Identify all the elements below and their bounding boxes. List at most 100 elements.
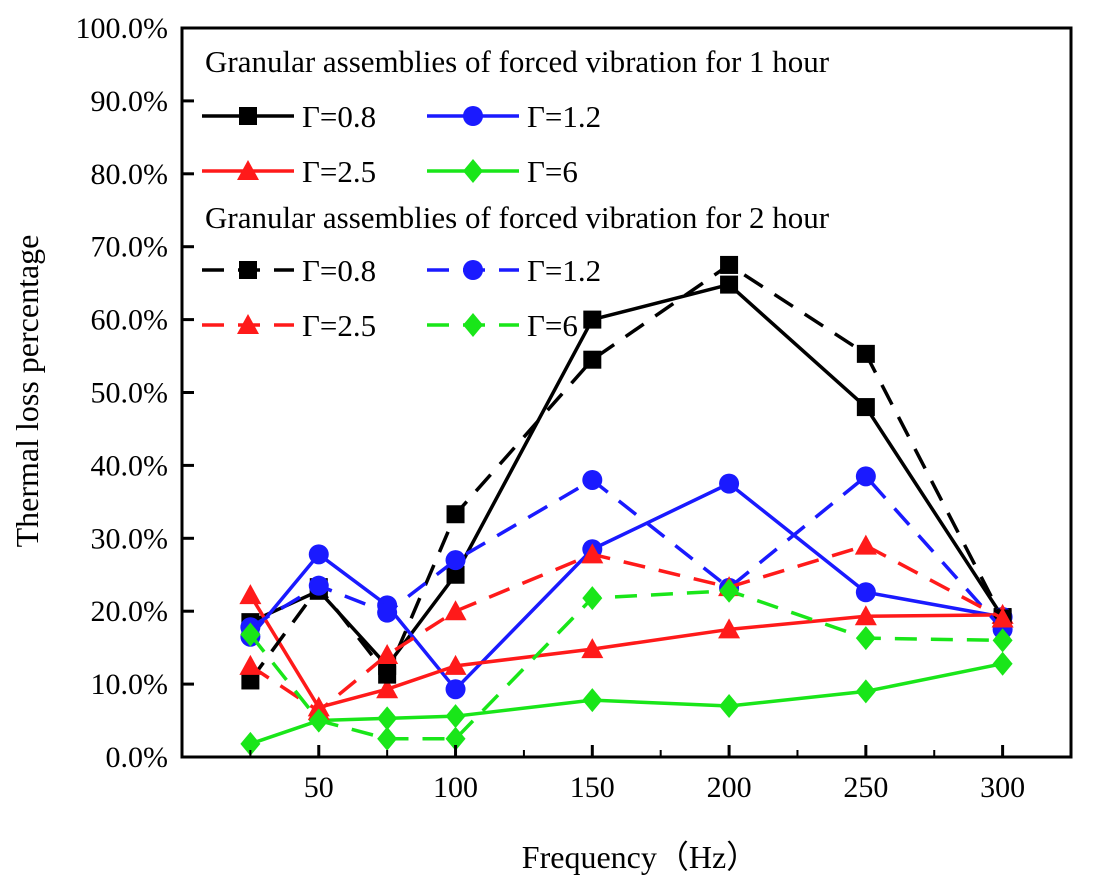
data-point xyxy=(376,643,399,664)
data-point xyxy=(581,543,604,564)
data-point xyxy=(445,550,466,571)
legend: Granular assemblies of forced vibration … xyxy=(202,44,830,343)
series-1h-2 xyxy=(239,584,1014,717)
data-point xyxy=(719,693,740,718)
data-point xyxy=(446,505,465,524)
x-tick-label: 50 xyxy=(304,771,334,804)
series-line xyxy=(248,594,1003,710)
data-point xyxy=(991,607,1014,628)
data-point xyxy=(583,310,602,329)
y-tick-label: 0.0% xyxy=(106,741,169,774)
data-point xyxy=(445,679,466,700)
y-tick-label: 40.0% xyxy=(91,449,169,482)
data-point xyxy=(582,688,603,713)
legend-marker xyxy=(239,261,257,279)
data-point xyxy=(240,731,261,756)
y-tick-label: 60.0% xyxy=(91,304,169,337)
data-point xyxy=(719,473,740,494)
data-point xyxy=(582,586,603,611)
data-point xyxy=(992,628,1013,653)
legend-item: Γ=6 xyxy=(427,154,578,189)
y-tick-label: 100.0% xyxy=(76,12,169,45)
plot-frame xyxy=(180,26,1073,759)
data-point xyxy=(377,726,398,751)
x-tick-label: 100 xyxy=(433,771,478,804)
data-point xyxy=(377,706,398,731)
legend-marker xyxy=(237,160,259,180)
x-axis-title: Frequency（Hz） xyxy=(522,839,758,875)
data-point xyxy=(377,602,398,623)
series-line xyxy=(249,661,1003,746)
data-point xyxy=(444,654,467,675)
series-2h-7 xyxy=(240,578,1013,751)
data-point xyxy=(240,622,261,647)
data-point xyxy=(581,638,604,659)
y-tick-label: 80.0% xyxy=(91,158,169,191)
y-tick-label: 50.0% xyxy=(91,377,169,410)
legend-label: Γ=6 xyxy=(527,154,578,189)
y-tick-label: 90.0% xyxy=(91,85,169,118)
legend-label: Γ=2.5 xyxy=(302,154,376,189)
series-line xyxy=(249,481,1003,691)
data-point xyxy=(308,708,329,733)
series-1h-3 xyxy=(240,651,1013,756)
legend-marker xyxy=(237,314,259,334)
data-point xyxy=(856,398,875,417)
series-layer xyxy=(239,255,1014,756)
series-line xyxy=(249,474,1004,631)
data-point xyxy=(854,605,877,626)
data-point xyxy=(855,466,876,487)
data-point xyxy=(582,469,603,490)
legend-label: Γ=2.5 xyxy=(302,308,376,343)
data-point xyxy=(720,255,739,274)
data-point xyxy=(308,544,329,565)
x-tick-label: 250 xyxy=(843,771,888,804)
legend-label: Γ=1.2 xyxy=(527,99,601,134)
series-line xyxy=(249,589,1003,741)
data-point xyxy=(855,679,876,704)
data-point xyxy=(445,704,466,729)
series-line xyxy=(249,282,1005,668)
data-point xyxy=(583,350,602,369)
legend-label: Γ=0.8 xyxy=(302,253,376,288)
legend-label: Γ=0.8 xyxy=(302,99,376,134)
legend-item: Γ=2.5 xyxy=(202,308,376,343)
data-point xyxy=(378,665,397,684)
series-2h-4 xyxy=(241,255,1012,690)
series-1h-1 xyxy=(240,473,1013,700)
x-tick-label: 200 xyxy=(707,771,752,804)
data-point xyxy=(308,575,329,596)
legend-marker xyxy=(463,159,483,183)
y-axis-title: Thermal loss percentage xyxy=(9,235,45,548)
legend-label: Γ=6 xyxy=(527,308,578,343)
y-tick-label: 20.0% xyxy=(91,595,169,628)
legend-item: Γ=2.5 xyxy=(202,154,376,189)
legend-item: Γ=0.8 xyxy=(202,99,376,134)
legend-item: Γ=6 xyxy=(427,308,578,343)
legend-marker xyxy=(239,107,257,125)
series-line xyxy=(249,543,1004,713)
series-line xyxy=(248,263,1005,682)
y-tick-label: 30.0% xyxy=(91,522,169,555)
x-tick-label: 150 xyxy=(570,771,615,804)
legend-marker xyxy=(463,106,483,126)
series-2h-5 xyxy=(240,466,1013,640)
data-point xyxy=(856,344,875,363)
data-point xyxy=(446,565,465,584)
legend-heading: Granular assemblies of forced vibration … xyxy=(205,44,830,79)
legend-heading: Granular assemblies of forced vibration … xyxy=(205,200,830,235)
x-tick-label: 300 xyxy=(980,771,1025,804)
data-point xyxy=(854,534,877,555)
legend-item: Γ=0.8 xyxy=(202,253,376,288)
y-tick-label: 70.0% xyxy=(91,231,169,264)
data-point xyxy=(376,678,399,699)
data-point xyxy=(241,671,260,690)
data-point xyxy=(239,584,262,605)
data-point xyxy=(855,582,876,603)
data-point xyxy=(718,618,741,639)
data-point xyxy=(720,275,739,294)
axes: 0.0% 10.0% 20.0% 30.0% 40.0% 50.0% 60.0% 70.0% 8… xyxy=(76,12,1073,804)
data-point xyxy=(719,578,740,603)
legend-label: Γ=1.2 xyxy=(527,253,601,288)
data-point xyxy=(855,626,876,651)
